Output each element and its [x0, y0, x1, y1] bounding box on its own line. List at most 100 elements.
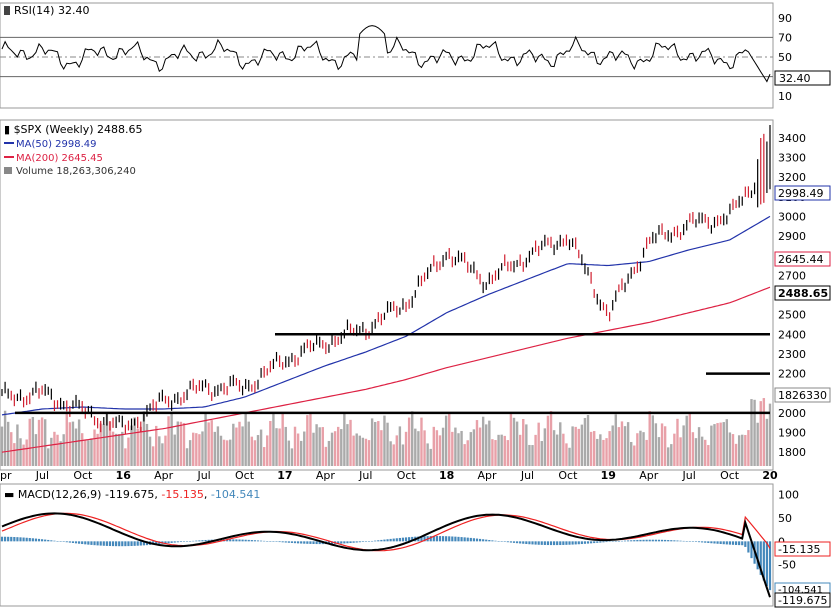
macd-histogram-bar: [448, 536, 451, 542]
macd-histogram-bar: [28, 538, 31, 542]
x-axis-label: Oct: [73, 469, 93, 482]
macd-histogram-bar: [651, 539, 654, 542]
macd-histogram-bar: [466, 537, 469, 542]
volume-bar: [343, 413, 346, 466]
macd-histogram-bar: [244, 539, 247, 542]
volume-bar: [747, 430, 750, 466]
volume-bar: [10, 432, 13, 466]
volume-bar: [750, 399, 753, 466]
macd-histogram-bar: [111, 541, 115, 547]
volume-bar: [645, 439, 648, 466]
macd-histogram-bar: [670, 540, 673, 542]
volume-bar: [192, 432, 195, 466]
volume-bar: [108, 421, 112, 466]
macd-histogram-bar: [620, 540, 624, 542]
macd-histogram-bar: [747, 541, 750, 553]
macd-histogram-bar: [404, 537, 408, 542]
macd-histogram-bar: [53, 540, 56, 542]
x-axis-label: Jul: [682, 469, 696, 482]
rsi-tick-label: 50: [778, 51, 792, 64]
volume-bar: [155, 425, 158, 466]
macd-histogram-bar: [259, 540, 263, 542]
macd-histogram-bar: [515, 541, 519, 544]
volume-bar: [685, 415, 688, 466]
macd-histogram-bar: [451, 536, 454, 542]
volume-bar: [525, 424, 528, 466]
macd-histogram-bar: [691, 541, 694, 542]
volume-bar: [284, 426, 287, 466]
macd-histogram-bar: [485, 539, 488, 542]
volume-bar: [460, 430, 463, 466]
macd-histogram-bar: [155, 541, 158, 545]
macd-histogram-bar: [361, 541, 364, 542]
macd-histogram-bar: [759, 541, 762, 575]
macd-histogram-bar: [716, 541, 719, 544]
volume-bar: [451, 431, 454, 466]
volume-bar: [540, 441, 543, 466]
macd-histogram-bar: [697, 541, 701, 543]
macd-histogram-bar: [676, 540, 679, 542]
volume-bar: [161, 443, 164, 466]
macd-histogram-bar: [633, 540, 636, 542]
volume-bar: [448, 412, 451, 466]
macd-histogram-bar: [371, 540, 374, 542]
volume-bar: [583, 417, 587, 466]
volume-bar: [201, 431, 204, 466]
macd-histogram-bar: [602, 541, 605, 543]
x-axis-label: Apr: [639, 469, 659, 482]
macd-histogram-bar: [738, 541, 741, 546]
volume-bar: [287, 440, 291, 466]
volume-bar: [130, 425, 133, 466]
rsi-tick-label: 70: [778, 31, 792, 44]
volume-bar: [47, 448, 50, 466]
ma200-line: [1, 286, 771, 453]
volume-bar: [457, 433, 460, 466]
macd-histogram-bar: [232, 539, 235, 542]
volume-bar: [269, 420, 272, 466]
volume-bar: [518, 434, 522, 466]
x-axis-label: 16: [116, 469, 132, 482]
volume-bar: [682, 425, 685, 466]
volume-bar: [753, 399, 756, 466]
volume-bar: [673, 433, 676, 466]
volume-bar: [454, 427, 457, 466]
macd-histogram-bar: [682, 540, 685, 542]
macd-histogram-bar: [170, 541, 173, 543]
macd-histogram-bar: [74, 541, 78, 544]
macd-histogram-bar: [497, 541, 500, 542]
volume-bar: [401, 444, 405, 466]
volume-bar: [336, 426, 340, 466]
macd-histogram-bar: [59, 541, 62, 542]
macd-histogram-bar: [340, 541, 343, 544]
volume-bar: [700, 436, 704, 466]
macd-histogram-bar: [309, 541, 312, 544]
macd-histogram-bar: [10, 536, 13, 542]
volume-bar: [577, 428, 580, 466]
volume-bar: [466, 440, 469, 466]
volume-bar: [559, 422, 562, 466]
volume-bar: [340, 429, 343, 466]
volume-bar: [438, 435, 442, 466]
macd-signal-line: [1, 512, 771, 552]
macd-histogram-bar: [503, 541, 506, 542]
macd-histogram-bar: [78, 541, 81, 544]
volume-bar: [737, 435, 741, 466]
macd-histogram-bar: [272, 541, 275, 542]
volume-bar: [599, 434, 602, 466]
volume-bar: [719, 422, 722, 466]
macd-histogram-bar: [290, 541, 294, 543]
macd-histogram-bar: [648, 539, 651, 542]
volume-bar: [417, 431, 420, 466]
x-axis-label: Apr: [478, 469, 498, 482]
volume-bar: [744, 434, 747, 466]
macd-histogram-bar: [139, 541, 142, 546]
volume-bar: [296, 433, 300, 466]
volume-bar: [679, 437, 682, 466]
volume-bar: [68, 422, 72, 466]
macd-histogram-bar: [519, 541, 522, 544]
macd-histogram-bar: [182, 541, 186, 542]
volume-bar: [198, 434, 201, 466]
macd-histogram-bar: [525, 541, 528, 545]
macd-histogram-bar: [506, 541, 509, 543]
macd-histogram-bar: [164, 541, 167, 544]
